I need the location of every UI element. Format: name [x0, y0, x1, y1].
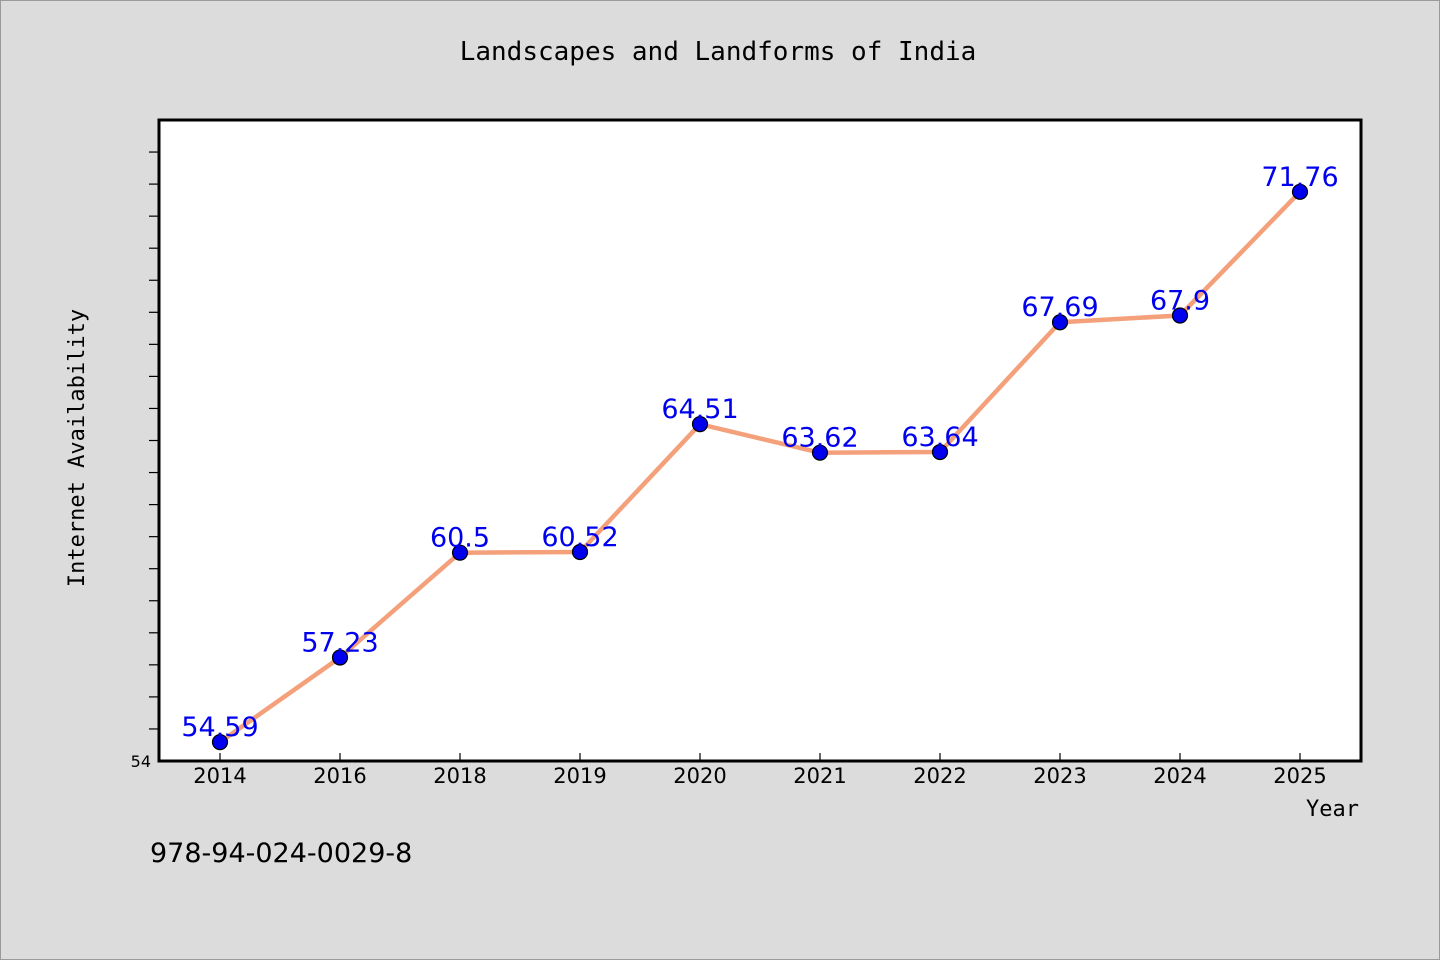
data-point	[1171, 307, 1189, 324]
data-point	[931, 443, 949, 461]
x-tick-label: 2020	[673, 764, 726, 788]
y-axis-label: Internet Availability	[65, 309, 90, 587]
data-label: 67.69	[1021, 292, 1098, 323]
data-point	[331, 649, 349, 666]
data-point	[1291, 183, 1309, 200]
data-point	[451, 544, 469, 561]
plot-area	[157, 118, 1363, 763]
series-line	[217, 189, 1303, 745]
x-tick-label: 2023	[1033, 764, 1086, 788]
x-axis-label: Year	[1306, 797, 1359, 822]
data-label: 63.62	[781, 423, 858, 454]
x-tick-label: 2021	[793, 764, 846, 788]
x-tick-label: 2016	[313, 764, 366, 788]
data-label: 60.52	[541, 522, 618, 553]
y-axis-ticks: 54	[131, 151, 159, 771]
data-label: 71.76	[1261, 162, 1338, 193]
data-point	[571, 543, 589, 561]
y-tick-label: 54	[131, 752, 151, 771]
data-point	[691, 416, 709, 433]
data-point	[1051, 314, 1069, 331]
x-tick-label: 2024	[1153, 764, 1206, 788]
data-label: 67.9	[1150, 286, 1210, 317]
data-point	[811, 444, 829, 461]
data-label: 63.64	[901, 422, 978, 453]
x-tick-label: 2025	[1273, 764, 1326, 788]
x-tick-label: 2019	[553, 764, 606, 788]
x-tick-label: 2018	[433, 764, 486, 788]
series-layer: 54.59 57.23 60.5 60.52 64.51 63.62 63.64 67.69 6…	[181, 162, 1339, 751]
isbn-text: 978-94-024-0029-8	[150, 838, 412, 869]
x-tick-label: 2022	[913, 764, 966, 788]
data-point	[211, 733, 229, 751]
x-axis-ticks: 2014 2016 2018 2019 2020 2021 2022 2023 2024 2025	[193, 753, 1327, 788]
chart-title: Landscapes and Landforms of India	[460, 37, 977, 67]
data-label: 57.23	[301, 627, 378, 658]
x-tick-label: 2014	[193, 764, 246, 788]
data-label: 54.59	[181, 712, 258, 743]
data-label: 64.51	[661, 394, 738, 425]
data-label: 60.5	[430, 523, 490, 554]
